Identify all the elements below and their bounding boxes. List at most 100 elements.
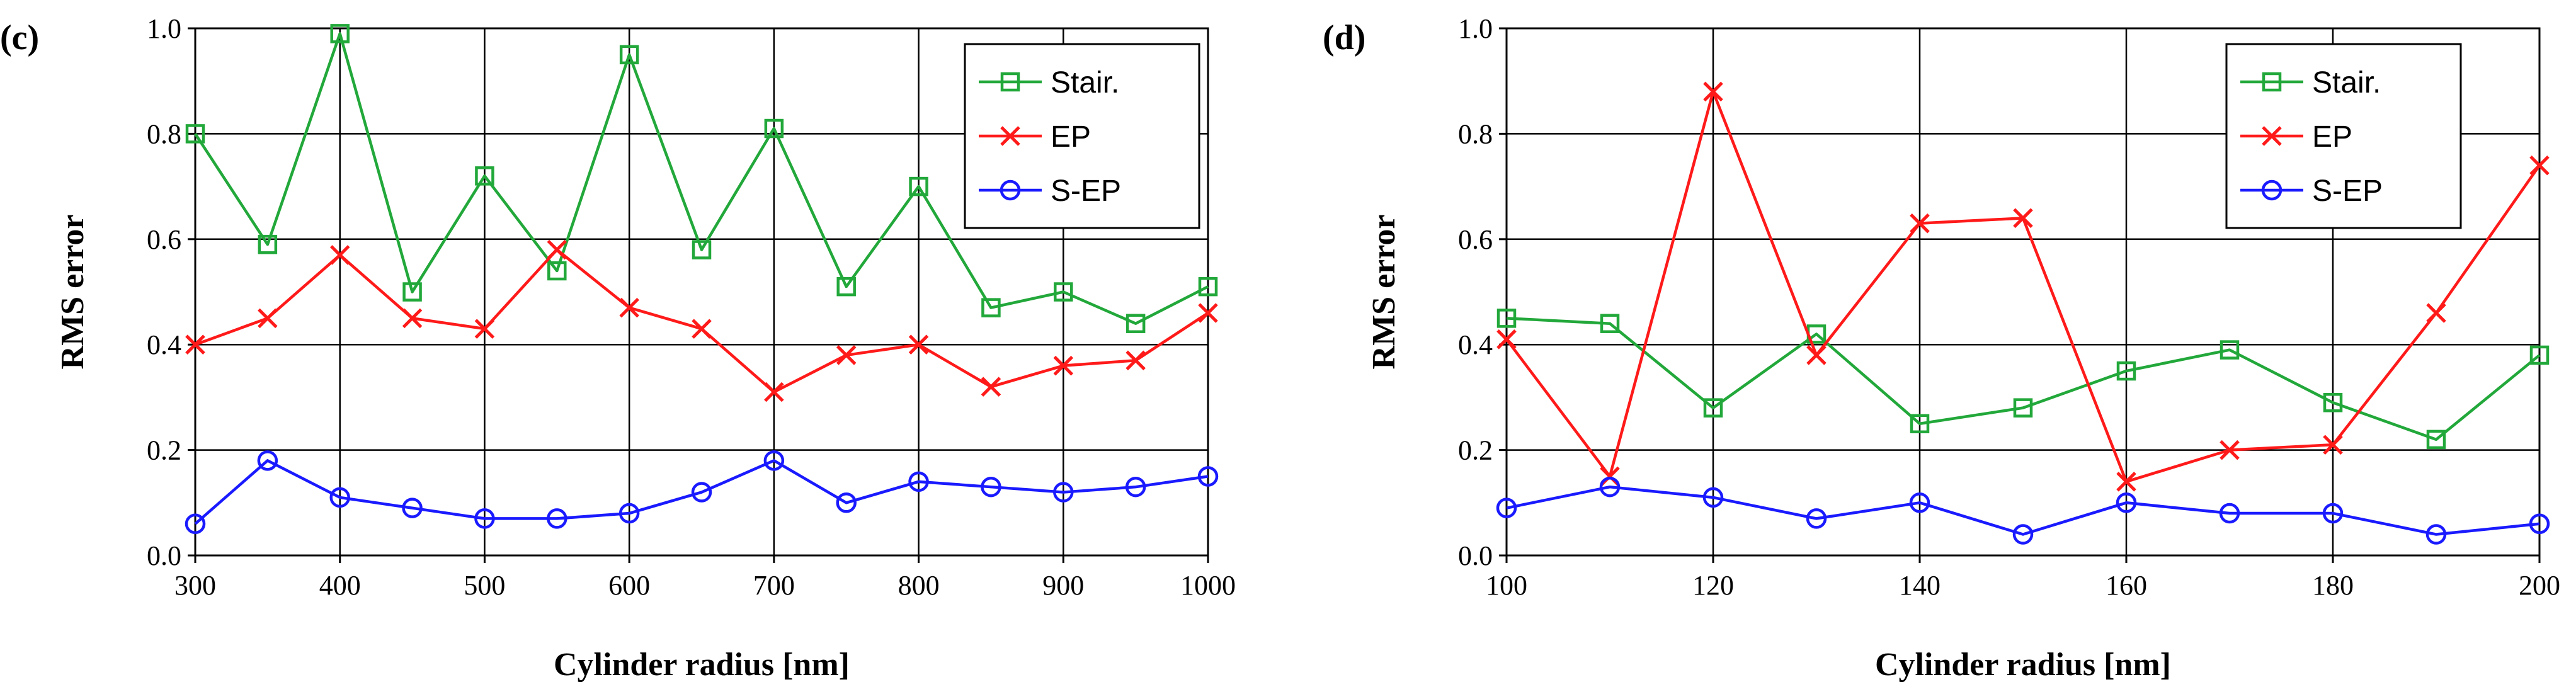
series-ep [1496,81,2550,492]
data-point [474,319,495,339]
data-point [547,239,567,260]
y-axis-label: RMS error [1366,215,1402,370]
data-point [1496,498,1517,518]
x-tick-label: 300 [174,570,216,601]
y-tick-label: 1.0 [1458,13,1493,44]
data-point [981,298,1001,317]
data-point [1599,476,1621,498]
data-point [1702,487,1724,508]
data-point [258,308,278,329]
data-point [402,282,422,302]
legend: Stair. EP S-EP [964,43,1200,229]
panel-label: (d) [1323,18,1365,57]
legend-label: S-EP [2312,174,2383,208]
legend-label: Stair. [2312,66,2381,100]
data-point [1703,81,1723,102]
data-point [1806,508,1827,529]
panel-label: (c) [0,18,39,57]
data-point [618,503,640,524]
data-point [329,487,350,508]
x-tick-label: 100 [1486,570,1527,601]
legend-label: S-EP [1051,174,1121,208]
x-tick-label: 200 [2519,570,2560,601]
series-line [1506,485,2540,536]
data-point [1496,329,1517,350]
data-point [547,508,567,529]
y-tick-label: 0.4 [147,329,181,360]
data-point [1806,345,1827,365]
data-point [2116,492,2137,513]
data-point [1126,350,1146,371]
x-tick-label: 140 [1899,570,1941,601]
data-point [2220,440,2240,460]
data-point [1909,492,1930,513]
data-point [763,450,785,471]
data-point [1496,309,1517,328]
data-point [2219,503,2240,524]
data-point [2116,472,2136,492]
data-point [764,382,784,402]
data-point [1053,482,1074,503]
data-point [836,492,857,513]
legend-marker [2262,126,2282,146]
x-tick-label: 700 [753,570,795,601]
legend-marker [1000,126,1020,146]
data-point [185,124,205,144]
y-tick-label: 0.6 [147,224,181,255]
data-point [2322,503,2344,524]
data-point [981,377,1001,397]
legend-label: EP [1051,120,1091,154]
data-point [2323,393,2343,412]
x-tick-label: 500 [464,570,505,601]
y-tick-label: 0.8 [1458,118,1493,149]
data-point [329,245,350,265]
x-tick-label: 160 [2106,570,2147,601]
data-point [475,166,494,186]
data-point [981,476,1001,498]
y-tick-label: 0.0 [1458,540,1493,571]
x-axis-label: Cylinder radius [nm] [554,647,850,683]
panel-d: 100 120 140 160 180 200 0.0 0.2 0.4 0.6 0.8 1.0 Cyli… [1323,13,2560,683]
data-point [402,308,423,329]
x-tick-label: 180 [2312,570,2354,601]
y-tick-label: 0.2 [1458,435,1493,466]
legend-label: EP [2312,120,2352,154]
series-s-ep [1496,476,2550,545]
data-point [836,276,856,297]
data-point [1600,314,1620,333]
legend-marker [2262,72,2282,92]
series-stair [1496,309,2550,450]
data-point [2425,524,2447,545]
data-point [2529,155,2550,176]
data-point [2013,398,2033,418]
series-ep [185,239,1218,402]
data-point [1126,314,1146,333]
data-point [1197,466,1219,487]
data-point [258,234,278,254]
data-point [2529,345,2550,365]
x-tick-label: 120 [1692,570,1734,601]
data-point [2116,361,2136,381]
legend-label: Stair. [1051,66,1119,100]
y-tick-label: 0.4 [1458,329,1493,360]
plot-frame [194,27,1209,557]
x-axis-label: Cylinder radius [nm] [1875,647,2171,683]
data-point [2426,303,2446,323]
series-line [1506,317,2541,441]
data-point [836,345,857,365]
series-line [194,459,1209,525]
data-point [2323,435,2343,455]
data-point [2220,340,2240,360]
x-tick-label: 600 [608,570,650,601]
panel-c: 300 400 500 600 700 800 900 1000 0.0 0.2 0.4 0.6 0.8… [0,13,1236,683]
data-point [619,45,639,65]
data-point [692,319,712,339]
y-axis-label: RMS error [55,215,91,370]
data-point [1198,303,1218,323]
data-point [1125,476,1146,498]
y-tick-label: 0.6 [1458,224,1493,255]
x-tick-label: 400 [319,570,361,601]
y-tick-label: 0.0 [147,540,181,571]
data-point [185,334,205,355]
